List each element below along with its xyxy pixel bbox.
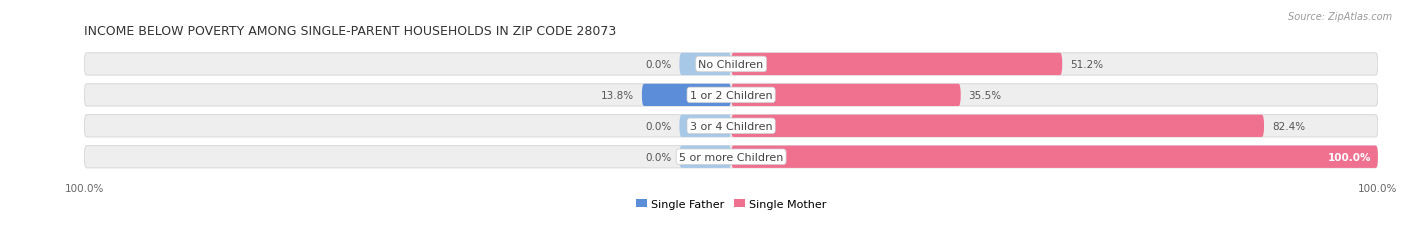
FancyBboxPatch shape [731,84,960,106]
FancyBboxPatch shape [84,84,1378,106]
Text: 5 or more Children: 5 or more Children [679,152,783,162]
FancyBboxPatch shape [731,115,1264,137]
FancyBboxPatch shape [731,54,1063,76]
Text: 0.0%: 0.0% [645,121,672,131]
Text: 0.0%: 0.0% [645,60,672,70]
Text: 3 or 4 Children: 3 or 4 Children [690,121,772,131]
Text: 51.2%: 51.2% [1070,60,1104,70]
Text: 82.4%: 82.4% [1272,121,1305,131]
FancyBboxPatch shape [84,115,1378,137]
FancyBboxPatch shape [679,54,731,76]
FancyBboxPatch shape [679,115,731,137]
Text: 1 or 2 Children: 1 or 2 Children [690,91,772,100]
FancyBboxPatch shape [643,84,731,106]
Text: Source: ZipAtlas.com: Source: ZipAtlas.com [1288,12,1392,21]
FancyBboxPatch shape [84,146,1378,168]
Text: No Children: No Children [699,60,763,70]
FancyBboxPatch shape [84,54,1378,76]
FancyBboxPatch shape [679,146,731,168]
Text: INCOME BELOW POVERTY AMONG SINGLE-PARENT HOUSEHOLDS IN ZIP CODE 28073: INCOME BELOW POVERTY AMONG SINGLE-PARENT… [84,25,617,38]
FancyBboxPatch shape [731,146,1378,168]
Legend: Single Father, Single Mother: Single Father, Single Mother [631,195,831,213]
Text: 13.8%: 13.8% [600,91,634,100]
Text: 35.5%: 35.5% [969,91,1001,100]
Text: 0.0%: 0.0% [645,152,672,162]
Text: 100.0%: 100.0% [1327,152,1371,162]
